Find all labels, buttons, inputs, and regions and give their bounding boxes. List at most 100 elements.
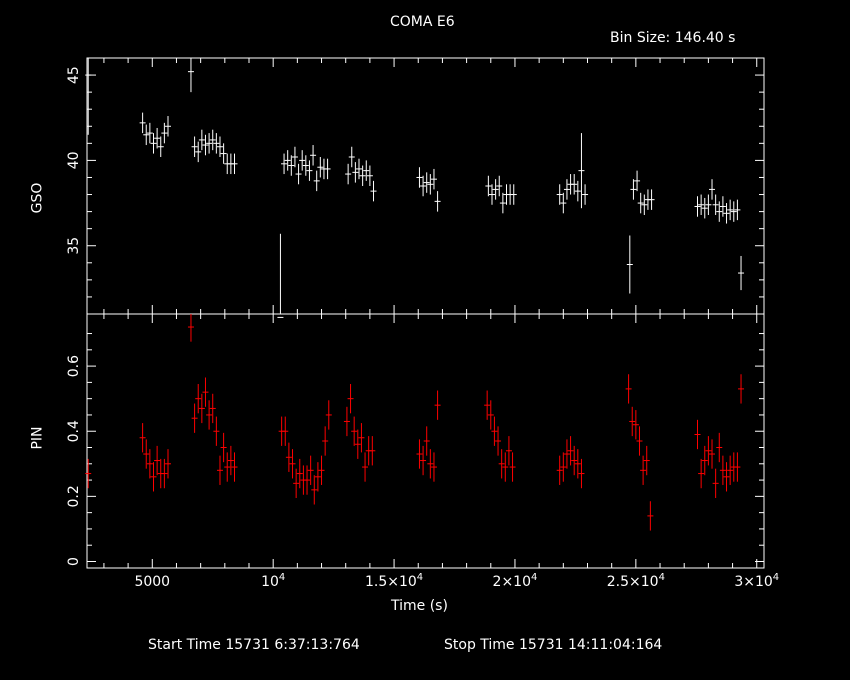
pin-data-point	[556, 455, 563, 485]
gso-data-point	[582, 184, 589, 205]
gso-data-point	[420, 175, 427, 197]
pin-data-point	[206, 400, 213, 430]
gso-data-point	[187, 58, 194, 93]
gso-data-point	[345, 163, 352, 185]
gso-data-point	[288, 155, 295, 176]
pin-data-point	[231, 452, 238, 482]
y-tick-label: 0.6	[66, 355, 82, 377]
pin-data-point	[354, 429, 361, 459]
gso-data-point	[723, 203, 730, 224]
x-tick-label: 3×104	[734, 572, 779, 590]
gso-data-point	[295, 163, 302, 185]
gso-data-point	[195, 141, 202, 163]
pin-data-point	[701, 445, 708, 476]
gso-data-point	[496, 175, 503, 197]
pin-data-point	[161, 458, 168, 489]
gso-data-point	[712, 194, 719, 216]
pin-data-point	[716, 432, 723, 463]
gso-data-point	[216, 136, 223, 157]
x-tick-label: 2.5×104	[607, 572, 665, 590]
pin-data-point	[509, 452, 516, 482]
gso-data-point	[578, 133, 585, 209]
pin-data-point	[343, 406, 350, 437]
pin-data-point	[484, 390, 491, 420]
pin-data-point	[427, 449, 434, 479]
gso-data-point	[510, 184, 517, 205]
pin-data-point	[578, 458, 585, 489]
gso-data-point	[738, 255, 745, 291]
pin-data-point	[304, 465, 311, 495]
gso-data-point	[574, 180, 581, 202]
pin-data-point	[322, 426, 329, 456]
gso-data-point	[302, 155, 309, 176]
pin-data-point	[719, 455, 726, 485]
gso-data-point	[231, 153, 238, 175]
gso-data-point	[306, 160, 313, 181]
pin-data-point	[487, 400, 494, 430]
gso-data-point	[563, 179, 570, 200]
pin-data-point	[629, 406, 636, 437]
pin-data-point	[351, 416, 358, 446]
chart-title: COMA E6	[390, 14, 455, 30]
gso-data-point	[485, 175, 492, 197]
pin-data-point	[202, 377, 209, 407]
pin-data-point	[164, 449, 171, 479]
pin-data-point	[643, 445, 650, 476]
pin-data-point	[571, 445, 578, 476]
pin-data-point	[495, 426, 502, 456]
pin-data-point	[738, 374, 745, 404]
gso-data-point	[423, 172, 430, 193]
gso-data-point	[492, 179, 499, 200]
gso-data-point	[634, 170, 641, 192]
pin-data-point	[139, 423, 146, 453]
pin-data-point	[723, 462, 730, 492]
pin-data-point	[705, 436, 712, 466]
pin-data-point	[311, 475, 318, 505]
pin-data-point	[318, 455, 325, 485]
pin-data-point	[698, 458, 705, 489]
gso-data-point	[281, 153, 288, 175]
gso-data-point	[630, 179, 637, 200]
gso-data-point	[220, 143, 227, 164]
gso-data-point	[571, 174, 578, 195]
gso-data-point	[85, 58, 92, 135]
gso-data-point	[641, 194, 648, 216]
pin-data-point	[85, 458, 92, 489]
y-tick-label: 0.2	[66, 485, 82, 507]
gso-data-point	[157, 136, 164, 157]
gso-data-point	[154, 127, 161, 149]
pin-data-point	[146, 449, 153, 479]
y-tick-label: 40	[66, 151, 82, 169]
y-tick-label: 0.4	[66, 420, 82, 442]
gso-data-point	[313, 170, 320, 192]
pin-data-point	[358, 423, 365, 453]
pin-data-point	[430, 452, 437, 482]
panel-frame-pin	[86, 313, 765, 569]
gso-data-point	[499, 192, 506, 214]
pin-data-point	[712, 468, 719, 498]
pin-data-point	[195, 384, 202, 414]
gso-data-point	[299, 150, 306, 171]
gso-data-point	[359, 165, 366, 186]
pin-data-point	[423, 426, 430, 456]
gso-data-point	[161, 122, 168, 144]
gso-data-point	[277, 233, 284, 318]
x-axis-label: Time (s)	[391, 598, 448, 614]
pin-data-point	[143, 439, 150, 469]
pin-data-point	[154, 445, 161, 476]
gso-data-point	[291, 146, 298, 168]
pin-data-point	[362, 452, 369, 482]
gso-data-point	[730, 201, 737, 222]
pin-data-point	[434, 390, 441, 420]
gso-data-point	[206, 133, 213, 154]
gso-data-point	[694, 196, 701, 217]
pin-data-point	[209, 393, 216, 424]
pin-data-point	[560, 452, 567, 482]
pin-data-point	[574, 449, 581, 479]
pin-data-point	[293, 468, 300, 498]
gso-data-point	[348, 146, 355, 168]
gso-data-point	[709, 179, 716, 200]
pin-data-point	[567, 436, 574, 466]
y-tick-label: 35	[66, 237, 82, 255]
